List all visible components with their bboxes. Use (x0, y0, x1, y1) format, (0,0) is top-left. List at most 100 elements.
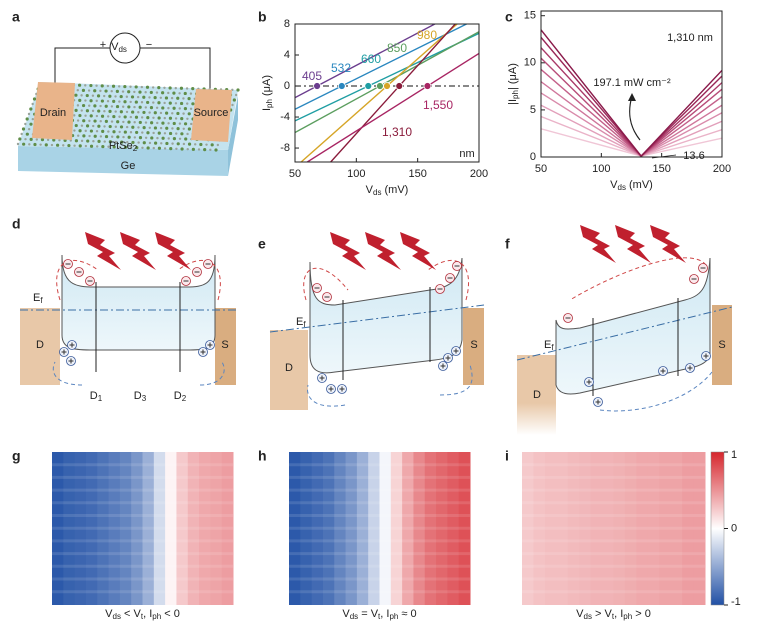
series-label: 405 (302, 69, 322, 83)
lattice-atom (35, 138, 39, 141)
lattice-atom (31, 117, 35, 121)
heatmap-cell (119, 452, 132, 605)
lattice-atom (112, 130, 116, 134)
caption-part: t (378, 612, 381, 621)
lattice-atom (148, 141, 152, 145)
lattice-atom (97, 109, 101, 113)
lattice-atom (203, 148, 207, 152)
lattice-atom (161, 136, 165, 140)
lattice-atom (186, 132, 189, 136)
lattice-atom (82, 119, 86, 123)
x-axis-label-part: ds (373, 188, 381, 197)
lattice-atom (80, 94, 83, 97)
band-label: Ef (296, 316, 306, 329)
lattice-atom (106, 84, 110, 88)
lattice-atom (168, 116, 173, 120)
lattice-atom (122, 135, 125, 139)
lattice-atom (194, 143, 197, 146)
lattice-atom (141, 131, 144, 134)
lattice-atom (29, 122, 33, 126)
caption-part: , I (614, 608, 623, 620)
lattice-atom (131, 110, 135, 114)
lattice-atom (186, 102, 189, 105)
lattice-atom (187, 127, 191, 131)
fermi-level (516, 306, 733, 361)
lattice-atom (187, 97, 191, 101)
panel-label: c (505, 9, 513, 25)
series-label: 1,550 (423, 98, 453, 112)
band-label-part: E (33, 292, 40, 304)
lattice-atom (80, 109, 83, 112)
lattice-atom (140, 116, 144, 119)
lattice-atom (39, 143, 42, 146)
heatmap-cell (142, 452, 155, 605)
y-axis-label-part: (μA) (261, 75, 273, 99)
lattice-atom (80, 139, 84, 143)
lattice-atom (155, 91, 159, 94)
caption: Vds < Vt, Iph < 0 (105, 608, 180, 621)
lattice-atom (180, 117, 184, 121)
lattice-atom (163, 86, 166, 89)
colorbar-tick-label: -1 (731, 596, 741, 608)
unit-label: nm (459, 148, 474, 160)
lattice-atom (29, 137, 33, 141)
lattice-atom (152, 101, 155, 104)
lattice-atom (84, 114, 87, 117)
lattice-atom (140, 101, 144, 104)
heatmap-cell (556, 452, 569, 605)
lattice-atom (103, 110, 106, 113)
device-schematic: Drain Source PtSe2 Ge + − Vds (16, 32, 240, 176)
hole-path (199, 361, 225, 386)
lattice-atom (25, 117, 29, 121)
y-axis-label-part: I (261, 108, 273, 111)
y-axis-label-part: ph (265, 99, 274, 108)
lattice-atom (137, 111, 140, 114)
lattice-atom (92, 140, 95, 143)
y-tick-label: 4 (284, 49, 290, 61)
lattice-atom (187, 142, 192, 146)
electron-path (569, 257, 707, 301)
panel-label: d (12, 216, 21, 232)
lattice-atom (118, 115, 121, 118)
lattice-atom (145, 85, 150, 89)
crossing-marker (364, 82, 373, 90)
lattice-atom (174, 86, 177, 90)
lattice-atom (123, 145, 128, 149)
lattice-atom (110, 90, 113, 93)
electron-path (427, 259, 469, 301)
annotation-leader (651, 154, 677, 159)
lattice-atom (89, 83, 93, 88)
lattice-atom (125, 110, 129, 114)
heatmap-cell (97, 452, 110, 605)
lattice-atom (95, 130, 99, 133)
crossing-marker (423, 82, 432, 90)
y-tick-label: 15 (524, 10, 536, 22)
region-label-part: D (174, 390, 182, 402)
hole-path (307, 384, 346, 407)
lattice-atom (118, 100, 121, 103)
electron-path (56, 259, 99, 301)
heatmap-cell (311, 452, 324, 605)
x-tick-label: 50 (535, 163, 547, 175)
caption-part: V (342, 608, 350, 620)
lattice-atom (129, 85, 132, 88)
device-label: Drain (40, 107, 66, 119)
lattice-atom (186, 147, 189, 151)
lattice-atom (149, 106, 154, 110)
fermi-level (269, 304, 485, 333)
heatmap-cell (356, 452, 369, 605)
lattice-atom (216, 143, 220, 147)
lattice-atom (182, 112, 185, 115)
lattice-atom (101, 144, 105, 149)
lattice-atom (152, 131, 155, 135)
lattice-atom (161, 91, 165, 95)
lattice-atom (134, 100, 138, 104)
lattice-atom (170, 96, 174, 100)
lattice-atom (114, 125, 118, 128)
lattice-atom (27, 127, 31, 131)
lattice-atom (191, 147, 195, 151)
source-contact (463, 308, 484, 385)
heatmap-cell (221, 452, 234, 605)
lattice-atom (78, 129, 82, 133)
